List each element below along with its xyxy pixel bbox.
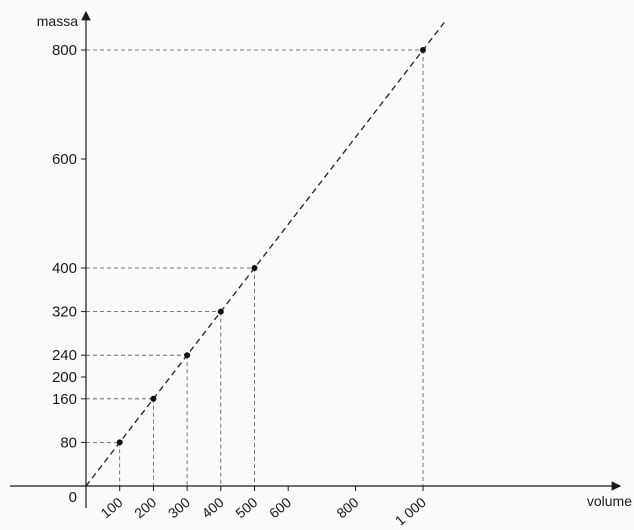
data-point [116,439,123,446]
y-tick-label: 800 [52,42,77,59]
y-tick-label: 160 [52,391,77,408]
x-axis-title: volume [587,493,632,509]
x-tick-label: 300 [165,494,193,521]
y-tick-label: 600 [52,151,77,168]
origin-label: 0 [69,489,77,506]
x-tick-label: 1 000 [392,494,429,525]
y-tick-label: 80 [60,434,77,451]
data-point [150,395,157,402]
data-point [217,308,224,315]
x-tick-label: 500 [232,494,260,521]
y-axis-title: massa [37,13,78,29]
y-tick-label: 240 [52,347,77,364]
y-tick-label: 200 [52,369,77,386]
x-tick-label: 100 [97,494,125,521]
y-tick-label: 320 [52,304,77,321]
x-tick-label: 200 [131,494,159,521]
data-point [420,47,426,53]
x-tick-label: 400 [199,494,227,521]
x-tick-label: 600 [266,494,294,521]
data-point [184,352,191,359]
x-tick-label: 800 [333,494,361,521]
data-point [251,265,258,271]
y-tick-label: 400 [52,260,77,277]
trend-line [85,19,448,487]
